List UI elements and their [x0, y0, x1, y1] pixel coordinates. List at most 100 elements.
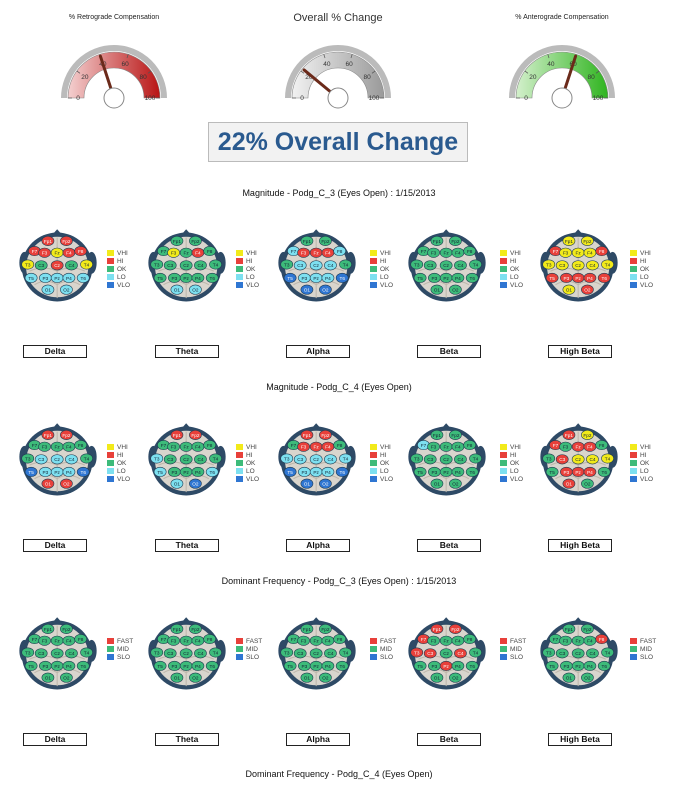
electrode-label: F3 — [431, 445, 437, 450]
gauge-tick — [595, 70, 600, 74]
electrode-f3 — [559, 635, 572, 646]
electrode-t6 — [76, 272, 90, 283]
legend-item: VHI — [107, 443, 147, 451]
legend: VHI HI OK LO VLO — [107, 249, 147, 289]
electrode-label: T5 — [28, 664, 34, 669]
legend-label: VLO — [117, 281, 131, 289]
legend-swatch — [370, 266, 377, 272]
electrode-label: F3 — [563, 251, 569, 256]
legend-label: VHI — [510, 443, 521, 451]
legend-item: LO — [107, 273, 147, 281]
electrode-label: P3 — [302, 664, 308, 669]
legend-label: LO — [117, 467, 126, 475]
legend-swatch — [500, 476, 507, 482]
electrode-label: P3 — [564, 664, 570, 669]
electrode-label: F4 — [455, 251, 461, 256]
electrode-fp1 — [300, 429, 314, 440]
electrode-c4 — [65, 454, 78, 465]
band-label: Alpha — [286, 733, 350, 746]
electrode-label: Fp1 — [303, 239, 311, 244]
electrode-c3 — [163, 648, 177, 659]
gauge-arc — [291, 51, 385, 99]
electrode-o2 — [319, 284, 332, 295]
electrode-o2 — [319, 672, 332, 683]
electrode-t3 — [21, 647, 35, 658]
electrode-label: O1 — [45, 482, 52, 487]
electrode-label: Pz — [443, 276, 449, 281]
electrode-label: F4 — [455, 445, 461, 450]
electrode-f8 — [595, 246, 609, 257]
legend: VHI HI OK LO VLO — [370, 443, 410, 483]
electrode-c4 — [194, 454, 207, 465]
electrode-label: Fp2 — [191, 627, 199, 632]
electrode-label: Fz — [55, 251, 61, 256]
legend-swatch — [236, 452, 243, 458]
electrode-label: Fp1 — [44, 433, 52, 438]
legend-label: FAST — [380, 637, 397, 645]
electrode-label: Pz — [183, 664, 189, 669]
legend-item: HI — [630, 257, 670, 265]
legend-label: LO — [380, 273, 389, 281]
electrode-f3 — [297, 441, 310, 452]
electrode-fp1 — [430, 429, 444, 440]
legend-item: MID — [236, 645, 276, 653]
electrode-t6 — [465, 466, 479, 477]
gauge-arc — [67, 51, 161, 99]
electrode-p4 — [451, 466, 465, 477]
electrode-label: C3 — [559, 263, 565, 268]
electrode-label: F8 — [337, 249, 343, 254]
electrode-label: T5 — [417, 664, 423, 669]
electrode-label: P3 — [172, 276, 178, 281]
legend-item: HI — [370, 451, 410, 459]
band-label: Theta — [155, 345, 219, 358]
gauge-tick-label: 20 — [305, 74, 313, 81]
electrode-label: Pz — [54, 470, 60, 475]
legend-item: VLO — [107, 475, 147, 483]
electrode-label: T6 — [339, 470, 345, 475]
legend-item: LO — [107, 467, 147, 475]
electrode-label: Fp2 — [62, 627, 70, 632]
legend-label: HI — [117, 257, 124, 265]
legend-swatch — [236, 282, 243, 288]
electrode-c4 — [454, 454, 467, 465]
electrode-label: F4 — [325, 445, 331, 450]
legend-swatch — [630, 274, 637, 280]
legend-item: VLO — [500, 281, 540, 289]
legend-label: LO — [246, 273, 255, 281]
electrode-t6 — [76, 466, 90, 477]
electrode-label: F4 — [325, 251, 331, 256]
electrode-t5 — [153, 660, 167, 671]
electrode-label: Fp2 — [321, 433, 329, 438]
electrode-label: F3 — [171, 251, 177, 256]
legend-label: OK — [640, 265, 650, 273]
electrode-label: F4 — [195, 251, 201, 256]
gauge-tick-label: 80 — [140, 74, 148, 81]
legend-item: MID — [630, 645, 670, 653]
legend-item: HI — [630, 451, 670, 459]
electrode-label: Fp1 — [303, 433, 311, 438]
electrode-c3 — [293, 454, 307, 465]
legend-swatch — [630, 282, 637, 288]
electrode-label: P3 — [172, 664, 178, 669]
electrode-t3 — [542, 259, 556, 270]
legend-label: HI — [380, 257, 387, 265]
electrode-label: C4 — [457, 651, 463, 656]
electrode-label: C3 — [38, 457, 44, 462]
brain-map: Fp1 Fp2 F7 F3 Fz F4 F8 T3 C3 Cz C4 T4 T5 P3 Pz P4 T6 O1 O2 — [408, 229, 486, 302]
electrode-label: Fz — [314, 639, 320, 644]
legend-swatch — [236, 274, 243, 280]
electrode-f3 — [427, 247, 440, 258]
electrode-p4 — [321, 466, 335, 477]
electrode-label: F8 — [337, 443, 343, 448]
legend-swatch — [630, 460, 637, 466]
electrode-label: F8 — [207, 637, 213, 642]
electrode-label: T3 — [414, 456, 420, 461]
legend-item: OK — [107, 265, 147, 273]
electrode-t4 — [469, 647, 482, 658]
electrode-fp2 — [189, 429, 202, 440]
electrode-label: C4 — [589, 457, 595, 462]
legend-item: VHI — [500, 443, 540, 451]
band-label: Theta — [155, 733, 219, 746]
legend-swatch — [370, 452, 377, 458]
electrode-c4 — [65, 260, 78, 271]
